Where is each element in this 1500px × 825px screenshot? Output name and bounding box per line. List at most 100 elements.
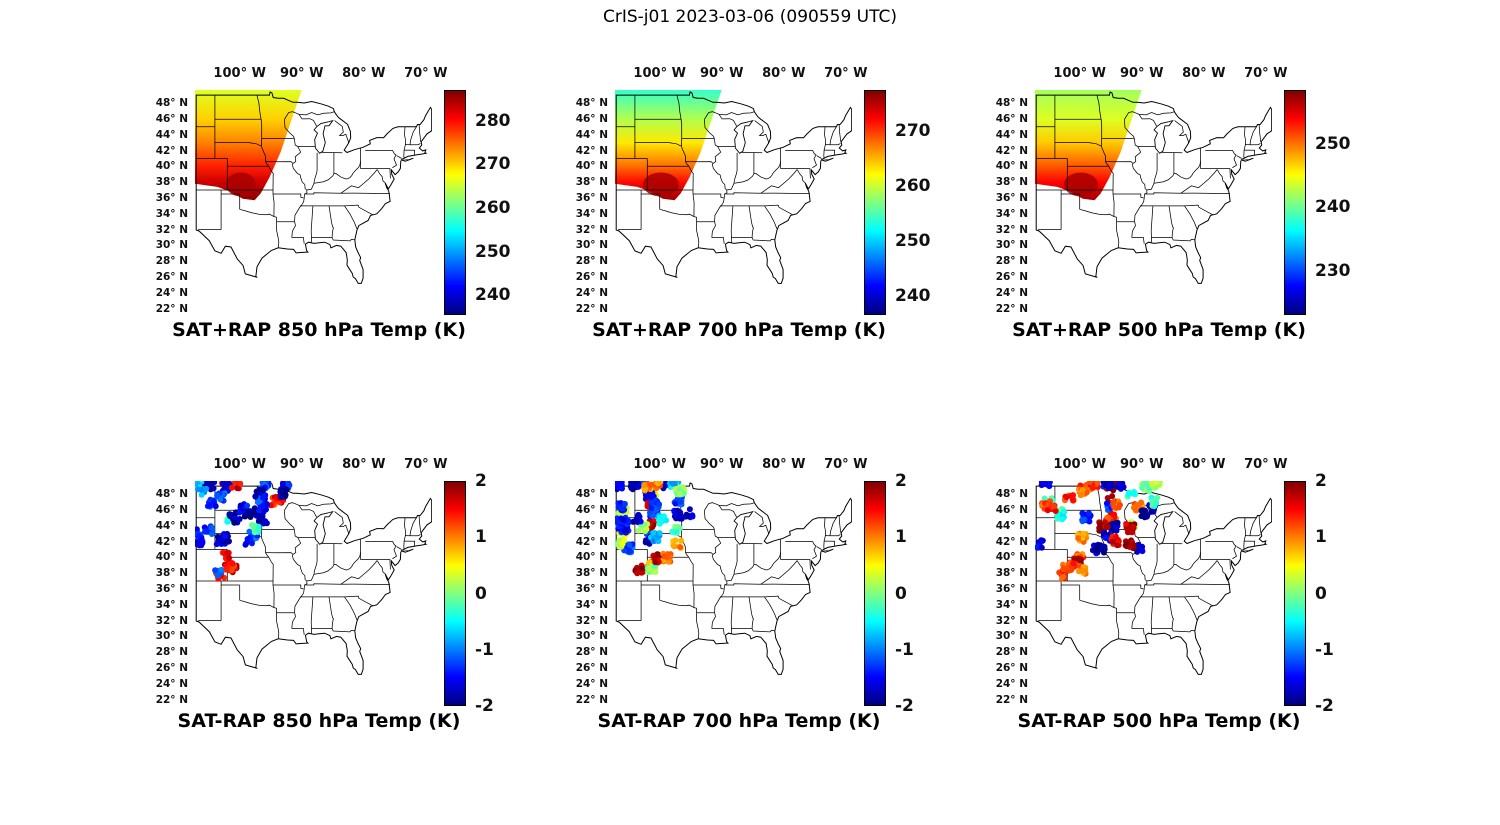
colorbar-tick-label: 250	[1315, 133, 1351, 154]
lat-tick-label: 38° N	[575, 567, 608, 580]
colorbar-tick-label: 0	[895, 583, 907, 604]
lat-tick-label: 30° N	[995, 630, 1028, 643]
colorbar-tick-label: -2	[895, 696, 914, 716]
lat-tick-label: 44° N	[995, 128, 1028, 141]
panel-title: SAT+RAP 850 hPa Temp (K)	[172, 319, 466, 341]
colorbar	[444, 481, 466, 706]
lon-tick-label: 90° W	[1119, 66, 1164, 81]
panel-title: SAT-RAP 700 hPa Temp (K)	[597, 710, 881, 732]
lat-tick-label: 48° N	[995, 488, 1028, 500]
lat-tick-label: 36° N	[995, 192, 1028, 204]
lat-tick-label: 28° N	[155, 255, 188, 268]
colorbar-tick-label: -1	[475, 639, 494, 660]
lon-tick-label: 90° W	[699, 66, 744, 81]
lat-tick-label: 36° N	[155, 583, 188, 595]
lat-tick-label: 44° N	[995, 519, 1028, 532]
difference-dots	[615, 481, 696, 577]
lon-tick-label: 80° W	[1182, 66, 1226, 81]
panel-sat-minus-rap-850: 100° W 90° W 80° W 70° W 48° N 46° N 44° N 42° …	[130, 423, 530, 741]
lon-tick-label: 100° W	[633, 457, 686, 472]
map-sat-plus-rap-700	[615, 90, 852, 284]
lon-tick-label: 70° W	[1244, 457, 1288, 472]
lat-tick-label: 24° N	[995, 286, 1028, 299]
panel-title: SAT+RAP 500 hPa Temp (K)	[1012, 319, 1306, 341]
lat-tick-label: 46° N	[995, 112, 1028, 125]
lon-tick-label: 100° W	[1053, 457, 1106, 472]
lon-tick-label: 90° W	[1119, 457, 1164, 472]
colorbar-tick-label: 240	[475, 285, 511, 306]
lat-tick-label: 44° N	[155, 128, 188, 141]
lon-tick-label: 90° W	[279, 457, 324, 472]
lat-tick-label: 38° N	[575, 176, 608, 189]
lat-tick-label: 48° N	[155, 97, 188, 109]
lat-tick-label: 26° N	[575, 271, 608, 283]
lat-tick-label: 40° N	[575, 160, 608, 173]
colorbar	[864, 481, 886, 706]
lat-tick-label: 38° N	[155, 176, 188, 189]
lat-tick-label: 40° N	[575, 551, 608, 564]
lat-tick-label: 44° N	[155, 519, 188, 532]
colorbar-tick-label: 0	[1315, 583, 1327, 604]
panel-sat-minus-rap-500: 100° W 90° W 80° W 70° W 48° N 46° N 44° N 42° …	[970, 423, 1370, 741]
map-sat-plus-rap-850	[195, 90, 432, 284]
lat-tick-label: 24° N	[995, 677, 1028, 690]
lon-tick-label: 100° W	[213, 66, 266, 81]
lat-tick-label: 40° N	[155, 551, 188, 564]
lat-tick-label: 22° N	[575, 693, 608, 706]
lat-tick-label: 34° N	[995, 598, 1028, 611]
lon-tick-label: 80° W	[342, 66, 386, 81]
lat-tick-label: 32° N	[575, 614, 608, 627]
lat-tick-label: 42° N	[155, 535, 188, 548]
map-sat-minus-rap-500	[1035, 481, 1272, 675]
lat-tick-label: 34° N	[155, 207, 188, 220]
lon-tick-label: 100° W	[213, 457, 266, 472]
lat-tick-label: 42° N	[575, 144, 608, 157]
lon-tick-label: 70° W	[824, 457, 868, 472]
colorbar-tick-label: 270	[895, 121, 931, 142]
panel-title: SAT+RAP 700 hPa Temp (K)	[592, 319, 886, 341]
lat-tick-label: 22° N	[155, 693, 188, 706]
panel-sat-plus-rap-700: 100° W 90° W 80° W 70° W 48° N 46° N 44° N 42° …	[550, 32, 950, 350]
lat-tick-label: 48° N	[155, 488, 188, 500]
lat-tick-label: 46° N	[995, 503, 1028, 516]
lat-tick-label: 28° N	[995, 646, 1028, 659]
lat-tick-label: 26° N	[995, 662, 1028, 674]
colorbar-tick-label: 270	[475, 154, 511, 175]
lat-tick-label: 42° N	[995, 144, 1028, 157]
map-sat-minus-rap-700	[615, 481, 852, 675]
lat-tick-label: 34° N	[995, 207, 1028, 220]
lon-tick-label: 70° W	[824, 66, 868, 81]
lat-tick-label: 22° N	[995, 693, 1028, 706]
lat-tick-label: 36° N	[995, 583, 1028, 595]
lat-tick-label: 24° N	[575, 677, 608, 690]
map-sat-plus-rap-500	[1035, 90, 1272, 284]
panel-sat-minus-rap-700: 100° W 90° W 80° W 70° W 48° N 46° N 44° N 42° …	[550, 423, 950, 741]
lat-tick-label: 28° N	[995, 255, 1028, 268]
lat-tick-label: 32° N	[995, 223, 1028, 236]
lat-tick-label: 46° N	[575, 112, 608, 125]
lon-tick-label: 70° W	[404, 457, 448, 472]
figure-title: CrIS-j01 2023-03-06 (090559 UTC)	[602, 7, 898, 27]
lat-tick-label: 38° N	[995, 567, 1028, 580]
lat-tick-label: 22° N	[995, 302, 1028, 315]
lat-tick-label: 48° N	[995, 97, 1028, 109]
lat-tick-label: 24° N	[155, 677, 188, 690]
lat-tick-label: 26° N	[155, 662, 188, 674]
colorbar-tick-label: 1	[1315, 527, 1327, 548]
lat-tick-label: 32° N	[575, 223, 608, 236]
colorbar-tick-label: 230	[1315, 260, 1351, 281]
lat-tick-label: 44° N	[575, 128, 608, 141]
colorbar-tick-label: -2	[1315, 696, 1334, 716]
colorbar-tick-label: 1	[895, 527, 907, 548]
lon-tick-label: 70° W	[1244, 66, 1288, 81]
lon-tick-label: 90° W	[699, 457, 744, 472]
lat-tick-label: 30° N	[995, 239, 1028, 252]
lat-tick-label: 32° N	[995, 614, 1028, 627]
panel-sat-plus-rap-850: 100° W 90° W 80° W 70° W 48° N 46° N 44° N 42° …	[130, 32, 530, 350]
colorbar-tick-label: 250	[475, 241, 511, 262]
colorbar	[1284, 90, 1306, 315]
lat-tick-label: 28° N	[575, 255, 608, 268]
colorbar-tick-label: 1	[475, 527, 487, 548]
lat-tick-label: 26° N	[575, 662, 608, 674]
